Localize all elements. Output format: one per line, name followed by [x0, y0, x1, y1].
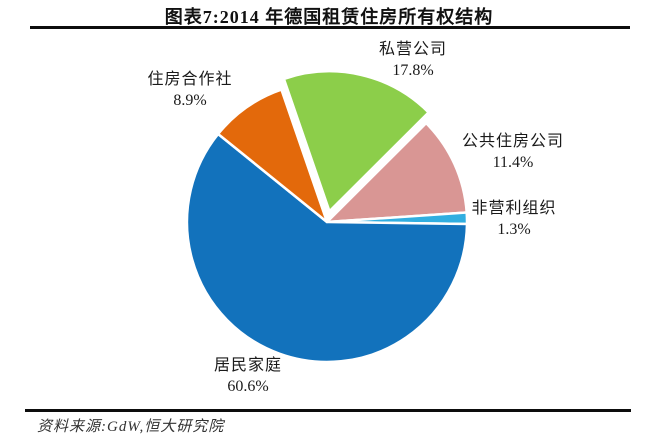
pie-label-pct-1: 11.4% [492, 154, 534, 171]
pie-slice-1 [325, 121, 468, 224]
footer-divider [25, 409, 631, 412]
pie-label-0: 私营公司 17.8% [328, 39, 498, 81]
pie-label-name-2: 非营利组织 [471, 200, 557, 217]
pie-slice-0 [282, 70, 430, 213]
pie-label-2: 非营利组织 1.3% [429, 198, 599, 240]
pie-slice-4 [216, 88, 329, 224]
chart-title: 图表7:2014 年德国租赁住房所有权结构 [164, 7, 494, 27]
pie-label-pct-0: 17.8% [392, 62, 434, 79]
pie-label-name-0: 私营公司 [378, 41, 447, 58]
pie-slice-3 [185, 132, 469, 364]
pie-label-name-3: 居民家庭 [213, 357, 282, 374]
source-note: 资料来源:GdW,恒大研究院 [37, 419, 225, 435]
pie-label-4: 住房合作社 8.9% [105, 69, 275, 111]
pie-label-name-1: 公共住房公司 [461, 133, 564, 150]
pie-label-name-4: 住房合作社 [147, 71, 233, 88]
pie-label-1: 公共住房公司 11.4% [428, 131, 598, 173]
pie-label-pct-2: 1.3% [497, 221, 531, 238]
title-divider [30, 26, 630, 29]
pie-label-3: 居民家庭 60.6% [163, 355, 333, 397]
pie-label-pct-3: 60.6% [227, 378, 269, 395]
pie-label-pct-4: 8.9% [173, 92, 207, 109]
